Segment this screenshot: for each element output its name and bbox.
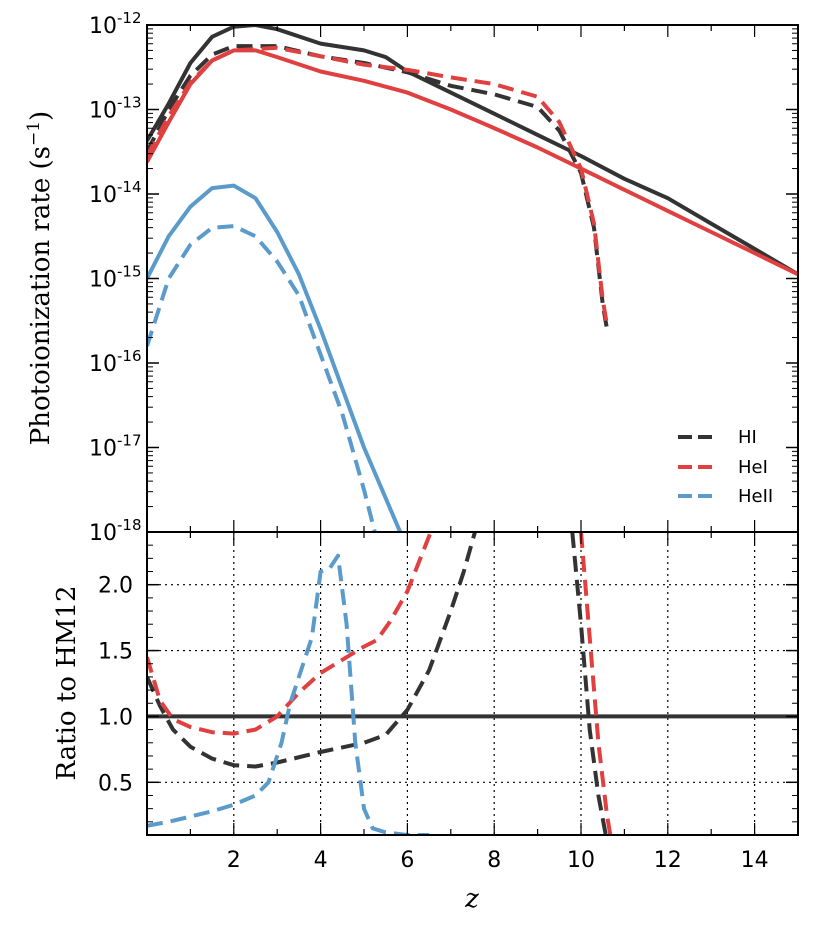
x-tick-label: 2 — [227, 848, 241, 873]
bottom-panel: 0.5 1.0 1.5 2.0 2 4 6 8 10 12 14 Ratio to HM12 z — [52, 531, 799, 914]
bottom-grid — [147, 532, 798, 835]
legend-label-hi: HI — [738, 427, 757, 448]
bottom-series-hi-dashed — [570, 532, 608, 835]
top-y-tick-label: 10-15 — [89, 263, 142, 293]
bottom-y-tick-label: 1.0 — [98, 705, 133, 730]
top-series-hei-dashed — [147, 45, 609, 326]
bottom-y-tick-label: 2.0 — [98, 574, 133, 599]
bottom-series-heii-dashed — [147, 553, 430, 835]
x-tick-label: 12 — [654, 848, 682, 873]
top-series-hi-solid — [147, 25, 798, 277]
x-tick-label: 8 — [487, 848, 501, 873]
top-series-heii-dashed — [147, 224, 377, 532]
x-tick-label: 4 — [314, 848, 328, 873]
x-axis-title: z — [464, 884, 479, 914]
top-y-tick-label: 10-13 — [89, 94, 142, 124]
top-panel: 10-12 10-13 10-14 10-15 10-16 10-17 10-18 Phot… — [24, 9, 799, 546]
bottom-panel-frame — [146, 531, 799, 836]
top-y-axis-title: Photoionization rate (s−1) — [24, 111, 56, 445]
bottom-series-hei-dashed — [147, 532, 433, 736]
top-series-hi-dashed — [147, 44, 609, 330]
bottom-y-axis-title: Ratio to HM12 — [52, 585, 82, 780]
top-y-ticks: 10-12 10-13 10-14 10-15 10-16 10-17 10-18 — [89, 9, 798, 546]
bottom-series-hi-dashed — [147, 532, 478, 769]
top-series-hei-solid — [147, 48, 798, 277]
top-series-heii-solid — [147, 183, 403, 532]
bottom-y-ticks: 0.5 1.0 1.5 2.0 — [98, 544, 798, 836]
legend-label-hei: HeI — [738, 457, 768, 478]
bottom-curves — [147, 532, 798, 835]
x-tick-label: 6 — [400, 848, 414, 873]
top-y-tick-label: 10-12 — [89, 9, 142, 39]
bottom-x-ticks: 2 4 6 8 10 12 14 — [189, 532, 769, 873]
legend-label-heii: HeII — [738, 486, 773, 507]
top-y-tick-label: 10-18 — [89, 516, 142, 546]
top-y-tick-label: 10-17 — [89, 432, 142, 462]
top-y-tick-label: 10-14 — [89, 178, 142, 208]
x-tick-label: 14 — [741, 848, 769, 873]
top-curves — [147, 25, 798, 532]
top-y-tick-label: 10-16 — [89, 347, 142, 377]
bottom-series-hei-dashed — [579, 532, 613, 835]
bottom-y-tick-label: 0.5 — [98, 771, 133, 796]
legend: HI HeI HeII — [678, 427, 773, 507]
x-tick-label: 10 — [567, 848, 595, 873]
bottom-y-tick-label: 1.5 — [98, 640, 133, 665]
